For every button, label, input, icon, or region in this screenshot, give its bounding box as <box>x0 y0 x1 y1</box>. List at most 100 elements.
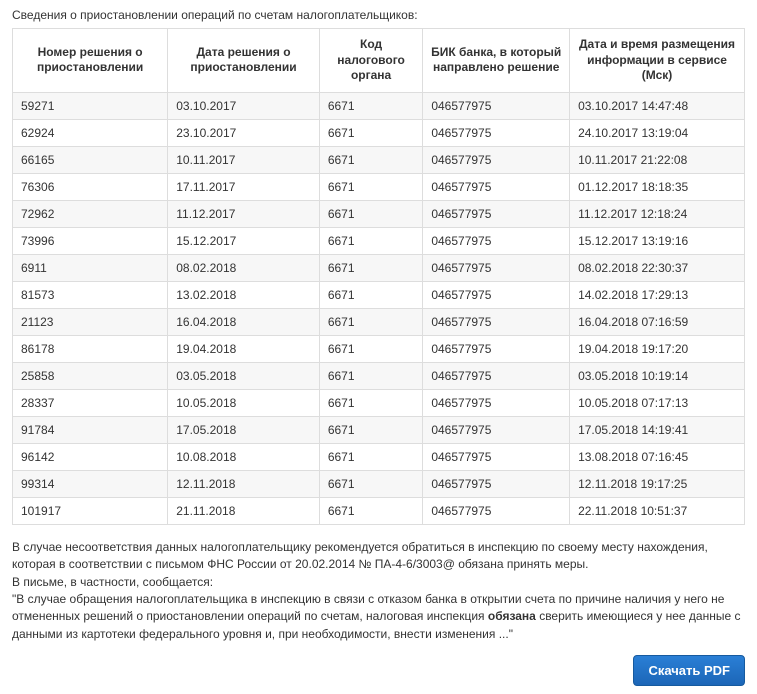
table-cell: 6671 <box>319 470 423 497</box>
footer-text: В случае несоответствия данных налогопла… <box>12 539 745 643</box>
table-row: 8617819.04.2018667104657797519.04.2018 1… <box>13 335 745 362</box>
table-cell: 17.05.2018 <box>168 416 320 443</box>
table-cell: 046577975 <box>423 362 570 389</box>
table-row: 6616510.11.2017667104657797510.11.2017 2… <box>13 146 745 173</box>
table-cell: 046577975 <box>423 416 570 443</box>
table-cell: 10.05.2018 07:17:13 <box>570 389 745 416</box>
table-cell: 03.10.2017 14:47:48 <box>570 92 745 119</box>
table-cell: 101917 <box>13 497 168 524</box>
table-cell: 6671 <box>319 200 423 227</box>
footer-p3: "В случае обращения налогоплательщика в … <box>12 591 745 643</box>
table-cell: 6671 <box>319 227 423 254</box>
table-cell: 28337 <box>13 389 168 416</box>
table-row: 2833710.05.2018667104657797510.05.2018 0… <box>13 389 745 416</box>
table-cell: 86178 <box>13 335 168 362</box>
table-cell: 046577975 <box>423 227 570 254</box>
table-cell: 81573 <box>13 281 168 308</box>
table-cell: 6671 <box>319 497 423 524</box>
table-cell: 01.12.2017 18:18:35 <box>570 173 745 200</box>
table-cell: 046577975 <box>423 281 570 308</box>
table-row: 2585803.05.2018667104657797503.05.2018 1… <box>13 362 745 389</box>
table-cell: 76306 <box>13 173 168 200</box>
table-cell: 72962 <box>13 200 168 227</box>
table-cell: 6671 <box>319 254 423 281</box>
table-row: 691108.02.2018667104657797508.02.2018 22… <box>13 254 745 281</box>
table-cell: 96142 <box>13 443 168 470</box>
table-cell: 08.02.2018 22:30:37 <box>570 254 745 281</box>
table-row: 8157313.02.2018667104657797514.02.2018 1… <box>13 281 745 308</box>
table-cell: 046577975 <box>423 389 570 416</box>
table-cell: 15.12.2017 13:19:16 <box>570 227 745 254</box>
table-cell: 6671 <box>319 146 423 173</box>
table-cell: 046577975 <box>423 335 570 362</box>
table-cell: 21.11.2018 <box>168 497 320 524</box>
download-pdf-button[interactable]: Скачать PDF <box>633 655 745 686</box>
table-cell: 17.11.2017 <box>168 173 320 200</box>
table-cell: 10.11.2017 <box>168 146 320 173</box>
table-cell: 046577975 <box>423 443 570 470</box>
table-cell: 6911 <box>13 254 168 281</box>
table-row: 6292423.10.2017667104657797524.10.2017 1… <box>13 119 745 146</box>
table-cell: 11.12.2017 12:18:24 <box>570 200 745 227</box>
footer-p1: В случае несоответствия данных налогопла… <box>12 539 745 574</box>
table-cell: 10.08.2018 <box>168 443 320 470</box>
table-cell: 99314 <box>13 470 168 497</box>
table-cell: 21123 <box>13 308 168 335</box>
section-title: Сведения о приостановлении операций по с… <box>12 8 745 22</box>
table-cell: 046577975 <box>423 497 570 524</box>
table-cell: 66165 <box>13 146 168 173</box>
table-cell: 15.12.2017 <box>168 227 320 254</box>
suspension-table: Номер решения о приостановлении Дата реш… <box>12 28 745 525</box>
table-cell: 046577975 <box>423 146 570 173</box>
table-cell: 6671 <box>319 119 423 146</box>
table-row: 9614210.08.2018667104657797513.08.2018 0… <box>13 443 745 470</box>
table-row: 5927103.10.2017667104657797503.10.2017 1… <box>13 92 745 119</box>
footer-p3-bold: обязана <box>488 609 536 623</box>
col-placement-datetime: Дата и время размещения информации в сер… <box>570 29 745 93</box>
table-cell: 14.02.2018 17:29:13 <box>570 281 745 308</box>
table-row: 2112316.04.2018667104657797516.04.2018 0… <box>13 308 745 335</box>
table-cell: 17.05.2018 14:19:41 <box>570 416 745 443</box>
table-cell: 03.10.2017 <box>168 92 320 119</box>
table-cell: 046577975 <box>423 119 570 146</box>
table-cell: 10.05.2018 <box>168 389 320 416</box>
table-cell: 6671 <box>319 308 423 335</box>
col-decision-date: Дата решения о приостановлении <box>168 29 320 93</box>
table-cell: 22.11.2018 10:51:37 <box>570 497 745 524</box>
table-cell: 6671 <box>319 416 423 443</box>
table-cell: 6671 <box>319 443 423 470</box>
table-cell: 59271 <box>13 92 168 119</box>
col-decision-number: Номер решения о приостановлении <box>13 29 168 93</box>
button-row: Скачать PDF <box>12 655 745 686</box>
table-cell: 16.04.2018 <box>168 308 320 335</box>
table-cell: 046577975 <box>423 173 570 200</box>
table-cell: 6671 <box>319 281 423 308</box>
table-cell: 16.04.2018 07:16:59 <box>570 308 745 335</box>
table-cell: 62924 <box>13 119 168 146</box>
table-cell: 13.02.2018 <box>168 281 320 308</box>
table-cell: 11.12.2017 <box>168 200 320 227</box>
table-cell: 046577975 <box>423 470 570 497</box>
table-cell: 73996 <box>13 227 168 254</box>
table-row: 7399615.12.2017667104657797515.12.2017 1… <box>13 227 745 254</box>
col-tax-code: Код налогового органа <box>319 29 423 93</box>
table-cell: 6671 <box>319 335 423 362</box>
table-cell: 046577975 <box>423 254 570 281</box>
table-cell: 13.08.2018 07:16:45 <box>570 443 745 470</box>
table-cell: 046577975 <box>423 308 570 335</box>
table-row: 7630617.11.2017667104657797501.12.2017 1… <box>13 173 745 200</box>
table-cell: 91784 <box>13 416 168 443</box>
col-bank-bik: БИК банка, в который направлено решение <box>423 29 570 93</box>
table-row: 9931412.11.2018667104657797512.11.2018 1… <box>13 470 745 497</box>
table-cell: 10.11.2017 21:22:08 <box>570 146 745 173</box>
table-cell: 6671 <box>319 173 423 200</box>
table-row: 10191721.11.2018667104657797522.11.2018 … <box>13 497 745 524</box>
table-cell: 03.05.2018 10:19:14 <box>570 362 745 389</box>
table-cell: 12.11.2018 <box>168 470 320 497</box>
table-cell: 6671 <box>319 389 423 416</box>
table-row: 7296211.12.2017667104657797511.12.2017 1… <box>13 200 745 227</box>
table-cell: 23.10.2017 <box>168 119 320 146</box>
table-cell: 6671 <box>319 362 423 389</box>
table-cell: 24.10.2017 13:19:04 <box>570 119 745 146</box>
table-cell: 19.04.2018 19:17:20 <box>570 335 745 362</box>
